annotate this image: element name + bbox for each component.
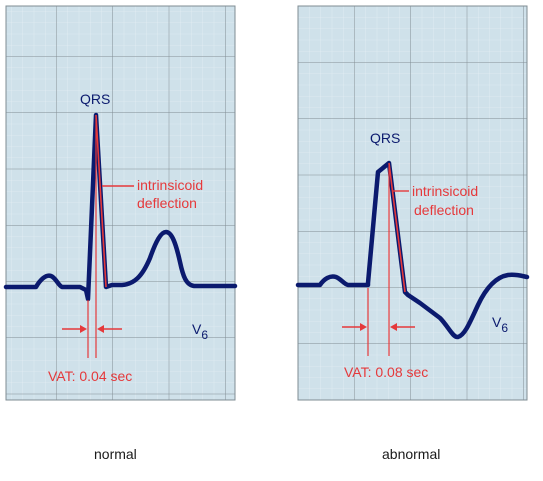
abnormal-panel: QRS intrinsicoid deflection V6 VAT: 0.08…	[295, 5, 530, 401]
abnormal-caption: abnormal	[382, 446, 440, 462]
abnormal-grid-border	[297, 5, 528, 401]
normal-lead-label: V6	[192, 321, 208, 342]
abnormal-qrs-label: QRS	[370, 130, 400, 146]
abnormal-vat-arrowhead-right	[390, 323, 397, 331]
abnormal-vat-label: VAT: 0.08 sec	[344, 364, 428, 380]
normal-ecg-trace	[3, 112, 238, 302]
normal-deflection-label-line2: deflection	[137, 195, 197, 211]
normal-deflection-label-line1: intrinsicoid	[137, 177, 203, 193]
normal-vat-label: VAT: 0.04 sec	[48, 368, 132, 384]
normal-panel: QRS intrinsicoid deflection V6 VAT: 0.04…	[3, 5, 238, 401]
normal-qrs-label: QRS	[80, 91, 110, 107]
normal-grid-major	[6, 6, 235, 400]
normal-grid-border	[5, 5, 236, 401]
normal-caption: normal	[94, 446, 137, 462]
normal-vat-arrowhead-right	[97, 325, 104, 333]
abnormal-vat-arrowhead-left	[360, 323, 367, 331]
abnormal-intrinsicoid-deflection-line	[388, 162, 406, 293]
abnormal-grid-major	[298, 6, 527, 400]
normal-vat-arrowhead-left	[80, 325, 87, 333]
abnormal-ecg-trace	[295, 160, 530, 340]
normal-intrinsicoid-deflection-line	[95, 114, 107, 288]
abnormal-deflection-label-line2: deflection	[414, 202, 474, 218]
normal-lead-letter: V	[192, 321, 202, 337]
normal-qrs-upstroke	[87, 114, 97, 300]
abnormal-lead-letter: V	[492, 314, 502, 330]
abnormal-qrs-upstroke	[367, 162, 390, 284]
abnormal-lead-label: V6	[492, 314, 508, 335]
normal-lead-subscript: 6	[201, 328, 208, 342]
abnormal-lead-subscript: 6	[501, 321, 508, 335]
abnormal-deflection-label-line1: intrinsicoid	[412, 183, 478, 199]
